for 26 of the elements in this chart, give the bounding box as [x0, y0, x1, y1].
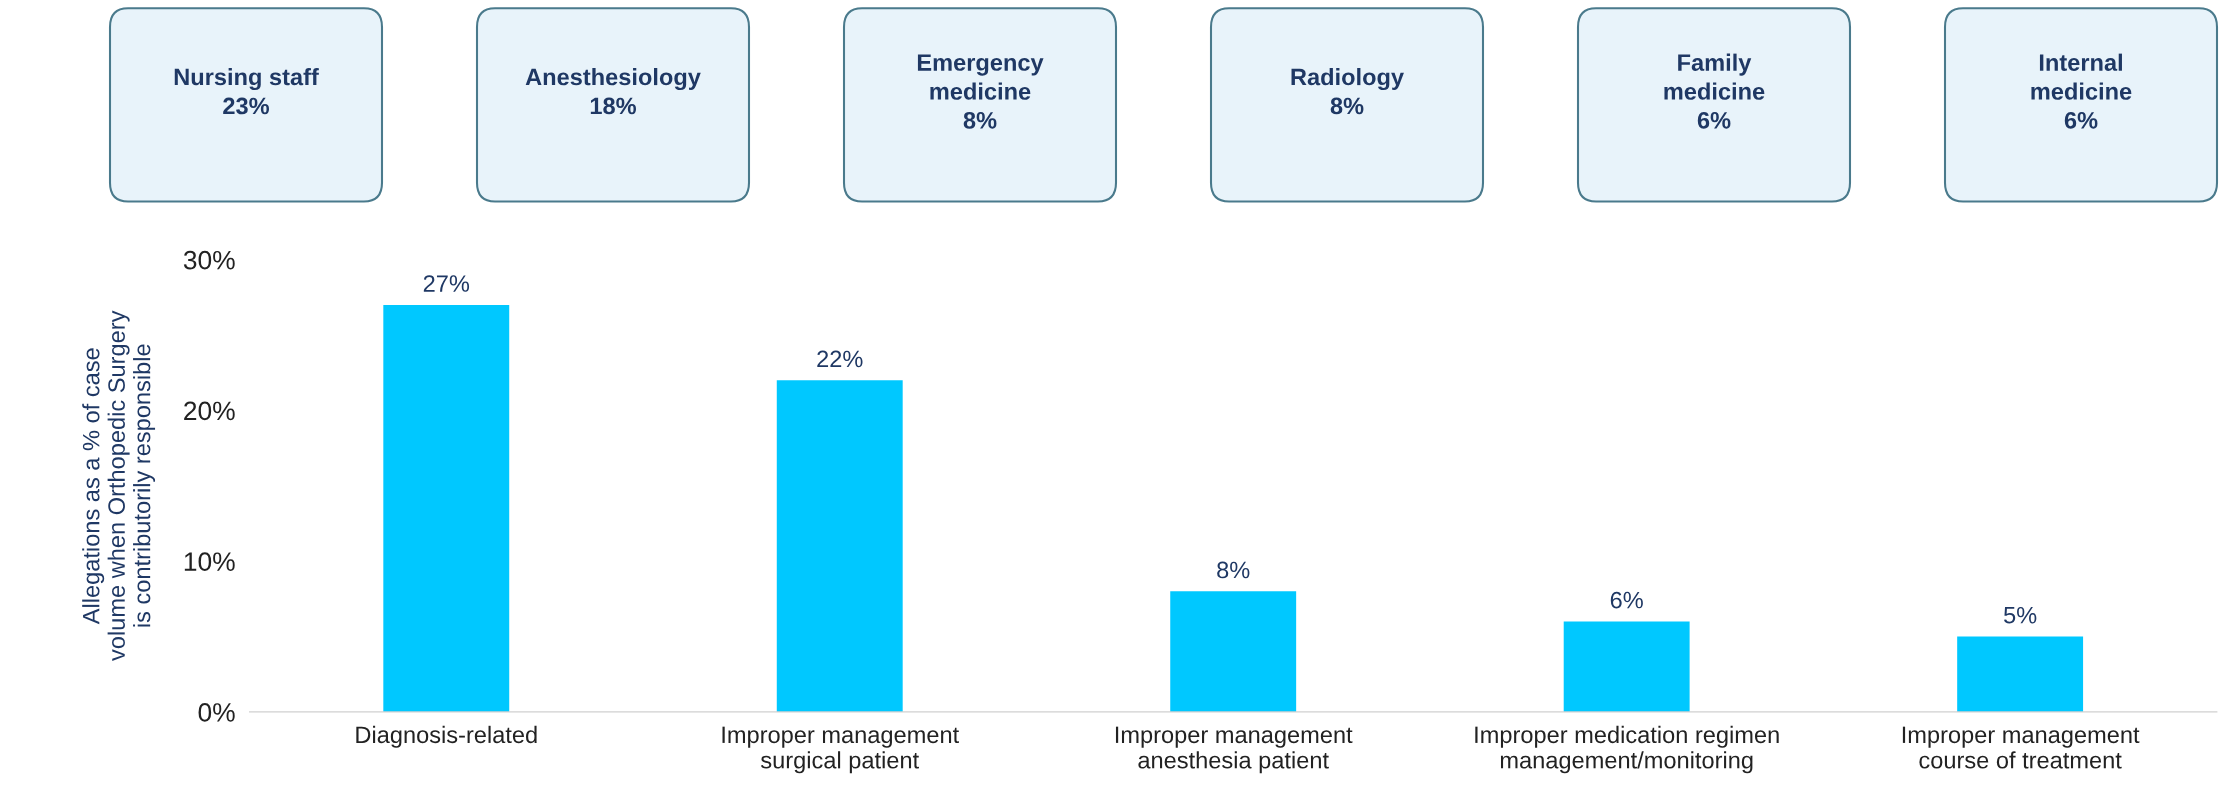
x-tick-label: Improper management course of treatment: [1902, 726, 2140, 769]
y-tick-label: 30%: [183, 250, 235, 270]
y-tick-label: 10%: [184, 552, 235, 571]
data-label: 6%: [1610, 591, 1643, 609]
text: Anesthesiology 18%: [525, 68, 701, 115]
data-label: 22%: [817, 350, 863, 368]
x-tick-label: Improper management surgical patient: [722, 726, 959, 774]
data-label: 27%: [423, 275, 470, 292]
text: Family medicine 6%: [1664, 53, 1765, 129]
bar: [1563, 621, 1690, 712]
bar: [1957, 636, 2084, 712]
bar: [776, 380, 903, 712]
bar: [383, 304, 510, 712]
text: Internal medicine 6%: [2031, 53, 2132, 129]
text: Nursing staff 23%: [174, 68, 319, 115]
data-label: 5%: [2004, 606, 2037, 624]
data-label: 8%: [1217, 561, 1250, 579]
bar: [1170, 591, 1297, 712]
text: Emergency medicine 8%: [917, 54, 1044, 129]
y-tick-label: 20%: [184, 401, 235, 421]
y-tick-label: 0%: [198, 703, 235, 722]
x-tick-label: Improper management anesthesia patient: [1115, 726, 1353, 774]
text: Radiology 8%: [1291, 68, 1404, 115]
x-tick-label: Improper medication regimen management/monitoring: [1475, 725, 1779, 774]
x-tick-label: Diagnosis-related: [356, 725, 537, 748]
y-axis-title: Allegations as a % of case volume when Orthopedic Surgery is contributorily responsible: [82, 310, 156, 661]
